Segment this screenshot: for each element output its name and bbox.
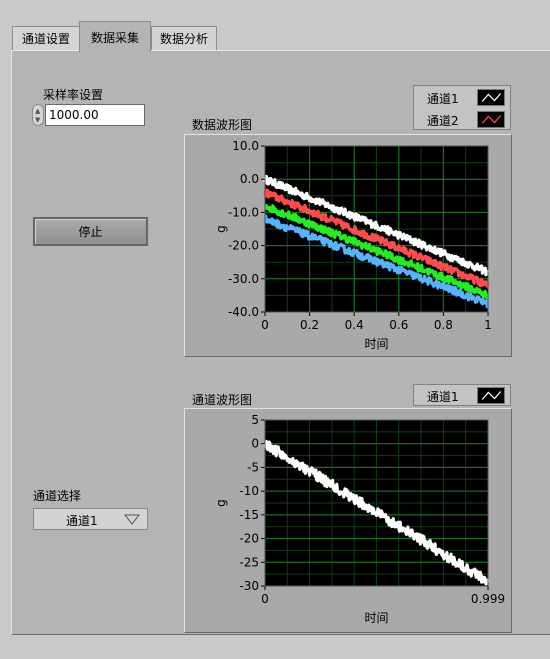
sample-rate-spinner[interactable]: ▲ ▼ <box>32 104 44 126</box>
graph1-chart: 0 0.2 0.4 0.6 0.8 1 10.0 0.0 -10.0 -20.0 -30.0 -40.… <box>214 139 492 351</box>
plot-line-icon <box>477 89 505 106</box>
channel-select-dropdown[interactable]: 通道1 <box>33 508 148 530</box>
series-line <box>264 204 490 301</box>
graph2-frame: 0 0.999 5 0 -5 -10 -15 -20 -25 -30 时间 g <box>184 408 512 633</box>
sample-rate-label: 采样率设置 <box>43 88 104 102</box>
x-axis-label: 时间 <box>364 337 388 351</box>
decrement-arrow-icon[interactable]: ▼ <box>35 116 41 124</box>
graph2-chart: 0 0.999 5 0 -5 -10 -15 -20 -25 -30 时间 g <box>214 413 505 625</box>
dropdown-arrow-icon <box>124 514 140 525</box>
y-tick-label: -30.0 <box>228 272 259 286</box>
graph1-title: 数据波形图 <box>192 118 253 132</box>
y-axis-label: g <box>214 225 228 233</box>
x-tick-label: 0.4 <box>345 318 364 332</box>
y-tick-label: -20.0 <box>228 239 259 253</box>
y-tick-label: 0 <box>251 437 259 451</box>
plot-area[interactable] <box>263 145 490 313</box>
plot-area[interactable] <box>263 419 490 587</box>
plot-line-icon <box>477 387 505 404</box>
x-tick-label: 0.2 <box>300 318 319 332</box>
stop-button[interactable]: 停止 <box>33 217 148 246</box>
graph1-frame: 0 0.2 0.4 0.6 0.8 1 10.0 0.0 -10.0 -20.0 -30.0 -40.… <box>184 134 512 357</box>
legend-item[interactable]: 通道2 <box>414 109 510 129</box>
tab-channel-settings[interactable]: 通道设置 <box>12 26 80 50</box>
y-tick-label: -10.0 <box>228 205 259 219</box>
tab-data-analysis[interactable]: 数据分析 <box>151 26 217 50</box>
legend-item[interactable]: 通道1 <box>414 87 510 107</box>
y-axis-label: g <box>214 499 228 507</box>
x-tick-label: 0.999 <box>471 592 505 606</box>
channel-select-label: 通道选择 <box>33 489 82 503</box>
tab-data-acquisition[interactable]: 数据采集 <box>79 21 151 52</box>
graph1-legend[interactable]: 通道1 通道2 <box>413 85 511 130</box>
plot-line-icon <box>477 111 505 128</box>
series-line <box>263 214 490 309</box>
x-tick-label: 1 <box>484 318 492 332</box>
y-tick-label: -25 <box>239 555 259 569</box>
graph2-legend[interactable]: 通道1 <box>413 384 511 406</box>
sample-rate-control: ▲ ▼ 1000.00 <box>32 104 148 126</box>
x-tick-label: 0 <box>261 318 269 332</box>
channel-select-value: 通道1 <box>66 514 98 528</box>
sample-rate-input[interactable]: 1000.00 <box>45 104 145 126</box>
x-tick-label: 0.6 <box>389 318 408 332</box>
series-line <box>263 439 490 586</box>
x-tick-label: 0 <box>261 592 269 606</box>
series-line <box>263 188 490 288</box>
y-tick-label: 5 <box>251 413 259 427</box>
y-tick-label: -20 <box>239 532 259 546</box>
x-tick-label: 0.8 <box>434 318 453 332</box>
y-tick-label: -40.0 <box>228 305 259 319</box>
tab-bar: 通道设置 数据采集 数据分析 <box>10 0 550 52</box>
x-axis-label: 时间 <box>364 611 388 625</box>
y-tick-label: 10.0 <box>232 139 259 153</box>
y-tick-label: -15 <box>239 508 259 522</box>
y-tick-label: -30 <box>239 579 259 593</box>
graph2-title: 通道波形图 <box>192 393 253 407</box>
increment-arrow-icon[interactable]: ▲ <box>35 107 41 115</box>
y-tick-label: 0.0 <box>240 172 259 186</box>
y-tick-label: -5 <box>247 460 259 474</box>
series-line <box>263 174 490 277</box>
legend-item[interactable]: 通道1 <box>414 385 510 405</box>
y-tick-label: -10 <box>239 484 259 498</box>
